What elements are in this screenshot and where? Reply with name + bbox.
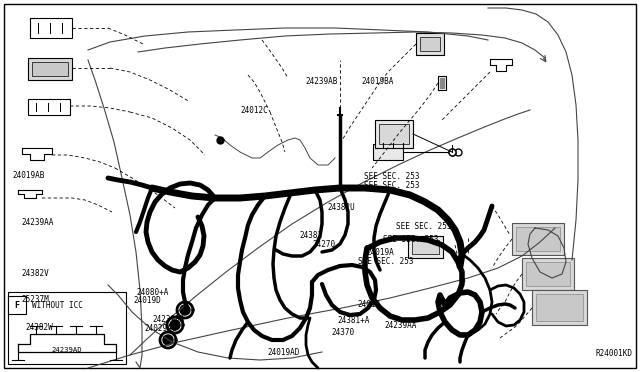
Text: R24001KD: R24001KD: [595, 350, 632, 359]
Bar: [526, 262, 570, 286]
Text: 24370: 24370: [332, 328, 355, 337]
Polygon shape: [180, 305, 190, 315]
Bar: [512, 223, 564, 255]
Text: 24239AB: 24239AB: [306, 77, 339, 86]
Text: 24019AB: 24019AB: [13, 171, 45, 180]
Bar: [532, 290, 587, 325]
Text: SEE SEC. 253: SEE SEC. 253: [358, 257, 414, 266]
Text: 24029AC: 24029AC: [144, 324, 177, 333]
Bar: [522, 258, 574, 290]
Bar: [8, 292, 126, 364]
Bar: [32, 62, 68, 76]
Bar: [536, 294, 583, 321]
Text: 24239AD: 24239AD: [52, 347, 83, 353]
Text: 24382U: 24382U: [328, 203, 355, 212]
Text: 24019A: 24019A: [366, 248, 394, 257]
Polygon shape: [163, 335, 173, 345]
Text: SEE SEC. 253: SEE SEC. 253: [383, 235, 438, 244]
Text: 24019AD: 24019AD: [268, 348, 300, 357]
Text: 24270: 24270: [312, 240, 335, 249]
Bar: [416, 33, 444, 55]
Text: 24012C: 24012C: [240, 106, 268, 115]
Text: 24019BA: 24019BA: [362, 77, 394, 86]
Text: 24382V: 24382V: [21, 269, 49, 278]
Bar: [379, 124, 409, 144]
Text: SEE SEC. 253: SEE SEC. 253: [396, 222, 451, 231]
Text: WITHOUT ICC: WITHOUT ICC: [32, 301, 83, 310]
Bar: [420, 37, 440, 51]
Text: 25237M: 25237M: [21, 295, 49, 304]
Bar: [8, 296, 26, 314]
Bar: [28, 58, 72, 80]
Bar: [375, 120, 413, 148]
Bar: [408, 236, 443, 258]
Text: 24019D: 24019D: [133, 296, 161, 305]
Bar: [412, 240, 439, 254]
Text: 24239BA: 24239BA: [152, 315, 185, 324]
Text: 24239AA: 24239AA: [21, 218, 54, 227]
Text: 24382W: 24382W: [26, 323, 53, 332]
Polygon shape: [440, 78, 444, 88]
Text: F: F: [15, 301, 19, 310]
Bar: [28, 99, 70, 115]
Bar: [30, 18, 72, 38]
Text: 24239AA: 24239AA: [384, 321, 417, 330]
Text: SEE SEC. 253: SEE SEC. 253: [364, 172, 419, 181]
Text: 24012: 24012: [357, 300, 380, 309]
Bar: [516, 227, 560, 251]
Text: 24080+A: 24080+A: [136, 288, 169, 296]
Polygon shape: [170, 320, 180, 330]
Text: SEE SEC. 253: SEE SEC. 253: [364, 181, 419, 190]
Text: 24381: 24381: [300, 231, 323, 240]
Text: 24381+A: 24381+A: [338, 316, 371, 325]
Bar: [373, 144, 403, 160]
